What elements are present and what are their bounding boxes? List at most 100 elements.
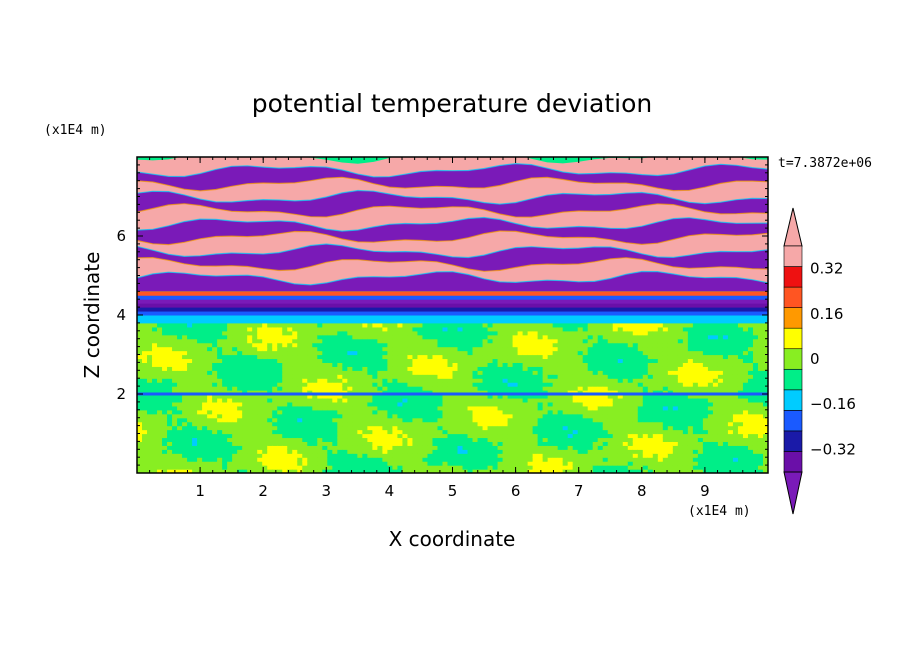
- lower-layer-cell: [167, 465, 173, 470]
- lower-layer-cell: [272, 394, 278, 399]
- lower-layer-cell: [342, 366, 348, 371]
- lower-layer-cell: [287, 346, 293, 352]
- lower-layer-cell: [152, 370, 158, 375]
- lower-layer-cell: [237, 433, 243, 439]
- lower-layer-cell: [217, 405, 223, 411]
- lower-layer-cell: [367, 417, 373, 423]
- lower-layer-cell: [507, 326, 514, 332]
- lower-layer-cell: [522, 417, 529, 423]
- lower-layer-cell: [277, 322, 283, 328]
- lower-layer-cell: [762, 425, 768, 431]
- lower-layer-cell: [342, 465, 348, 470]
- lower-layer-cell: [557, 453, 564, 458]
- lower-layer-cell: [352, 386, 358, 391]
- lower-layer-cell: [682, 461, 689, 466]
- lower-layer-cell: [297, 441, 303, 446]
- lower-layer-cell: [327, 405, 333, 411]
- lower-layer-cell: [427, 457, 434, 462]
- lower-layer-cell: [202, 441, 208, 446]
- lower-layer-cell: [662, 366, 669, 371]
- lower-layer-cell: [357, 346, 363, 352]
- lower-layer-cell: [247, 358, 253, 363]
- lower-layer-cell: [277, 338, 283, 344]
- lower-layer-cell: [572, 366, 579, 371]
- lower-layer-cell: [727, 417, 734, 423]
- lower-layer-cell: [262, 386, 268, 391]
- lower-layer-cell: [762, 362, 768, 367]
- lower-layer-cell: [607, 374, 614, 379]
- lower-layer-cell: [287, 350, 293, 356]
- lower-layer-cell: [357, 449, 363, 454]
- lower-layer-cell: [407, 457, 414, 462]
- lower-layer-cell: [282, 469, 288, 473]
- lower-layer-cell: [307, 362, 313, 367]
- lower-layer-cell: [727, 362, 734, 367]
- lower-layer-cell: [212, 366, 218, 371]
- lower-layer-cell: [367, 382, 373, 387]
- lower-layer-cell: [232, 350, 238, 356]
- lower-layer-cell: [562, 413, 569, 419]
- lower-layer-cell: [347, 358, 353, 363]
- lower-layer-cell: [192, 334, 198, 340]
- lower-layer-cell: [392, 354, 399, 360]
- lower-layer-cell: [502, 397, 509, 403]
- lower-layer-cell: [262, 405, 268, 411]
- lower-layer-cell: [752, 390, 759, 395]
- lower-layer-cell: [672, 342, 679, 348]
- lower-layer-cell: [727, 342, 734, 348]
- lower-layer-cell: [402, 453, 409, 458]
- lower-layer-cell: [492, 326, 499, 332]
- lower-layer-cell: [457, 338, 464, 344]
- lower-layer-cell: [382, 441, 388, 446]
- lower-layer-cell: [692, 374, 699, 379]
- lower-layer-cell: [602, 382, 609, 387]
- lower-layer-cell: [542, 461, 549, 466]
- lower-layer-cell: [182, 342, 188, 348]
- lower-layer-cell: [632, 366, 639, 371]
- lower-layer-cell: [207, 401, 213, 407]
- lower-layer-cell: [587, 358, 594, 363]
- lower-layer-cell: [337, 417, 343, 423]
- lower-layer-cell: [172, 394, 178, 399]
- lower-layer-cell: [262, 326, 268, 332]
- lower-layer-cell: [482, 397, 489, 403]
- lower-layer-cell: [617, 374, 624, 379]
- lower-layer-cell: [192, 390, 198, 395]
- lower-layer-cell: [197, 429, 203, 435]
- lower-layer-cell: [277, 413, 283, 419]
- lower-layer-cell: [587, 378, 594, 383]
- lower-layer-cell: [277, 362, 283, 367]
- lower-layer-cell: [587, 429, 594, 435]
- lower-layer-cell: [142, 469, 148, 473]
- lower-layer-cell: [172, 326, 178, 332]
- lower-layer-cell: [482, 330, 489, 336]
- lower-layer-cell: [622, 346, 629, 352]
- lower-layer-cell: [677, 401, 684, 407]
- lower-layer-cell: [172, 405, 178, 411]
- lower-layer-cell: [387, 417, 394, 423]
- lower-layer-cell: [192, 441, 198, 446]
- lower-layer-cell: [607, 378, 614, 383]
- lower-layer-cell: [582, 350, 589, 356]
- lower-layer-cell: [762, 378, 768, 383]
- lower-layer-cell: [517, 469, 524, 473]
- lower-layer-cell: [502, 362, 509, 367]
- lower-layer-cell: [527, 322, 534, 328]
- lower-layer-cell: [327, 449, 333, 454]
- lower-layer-cell: [337, 334, 343, 340]
- lower-layer-cell: [562, 461, 569, 466]
- lower-layer-cell: [557, 469, 564, 473]
- lower-layer-cell: [672, 374, 679, 379]
- lower-layer-cell: [642, 354, 649, 360]
- lower-layer-cell: [752, 401, 759, 407]
- lower-layer-cell: [392, 445, 399, 450]
- lower-layer-cell: [577, 465, 584, 470]
- lower-layer-cell: [292, 445, 298, 450]
- lower-layer-cell: [637, 322, 644, 328]
- lower-layer-cell: [492, 346, 499, 352]
- lower-layer-cell: [372, 401, 378, 407]
- lower-layer-cell: [717, 386, 724, 391]
- lower-layer-cell: [237, 453, 243, 458]
- lower-layer-cell: [292, 461, 298, 466]
- lower-layer-cell: [562, 409, 569, 415]
